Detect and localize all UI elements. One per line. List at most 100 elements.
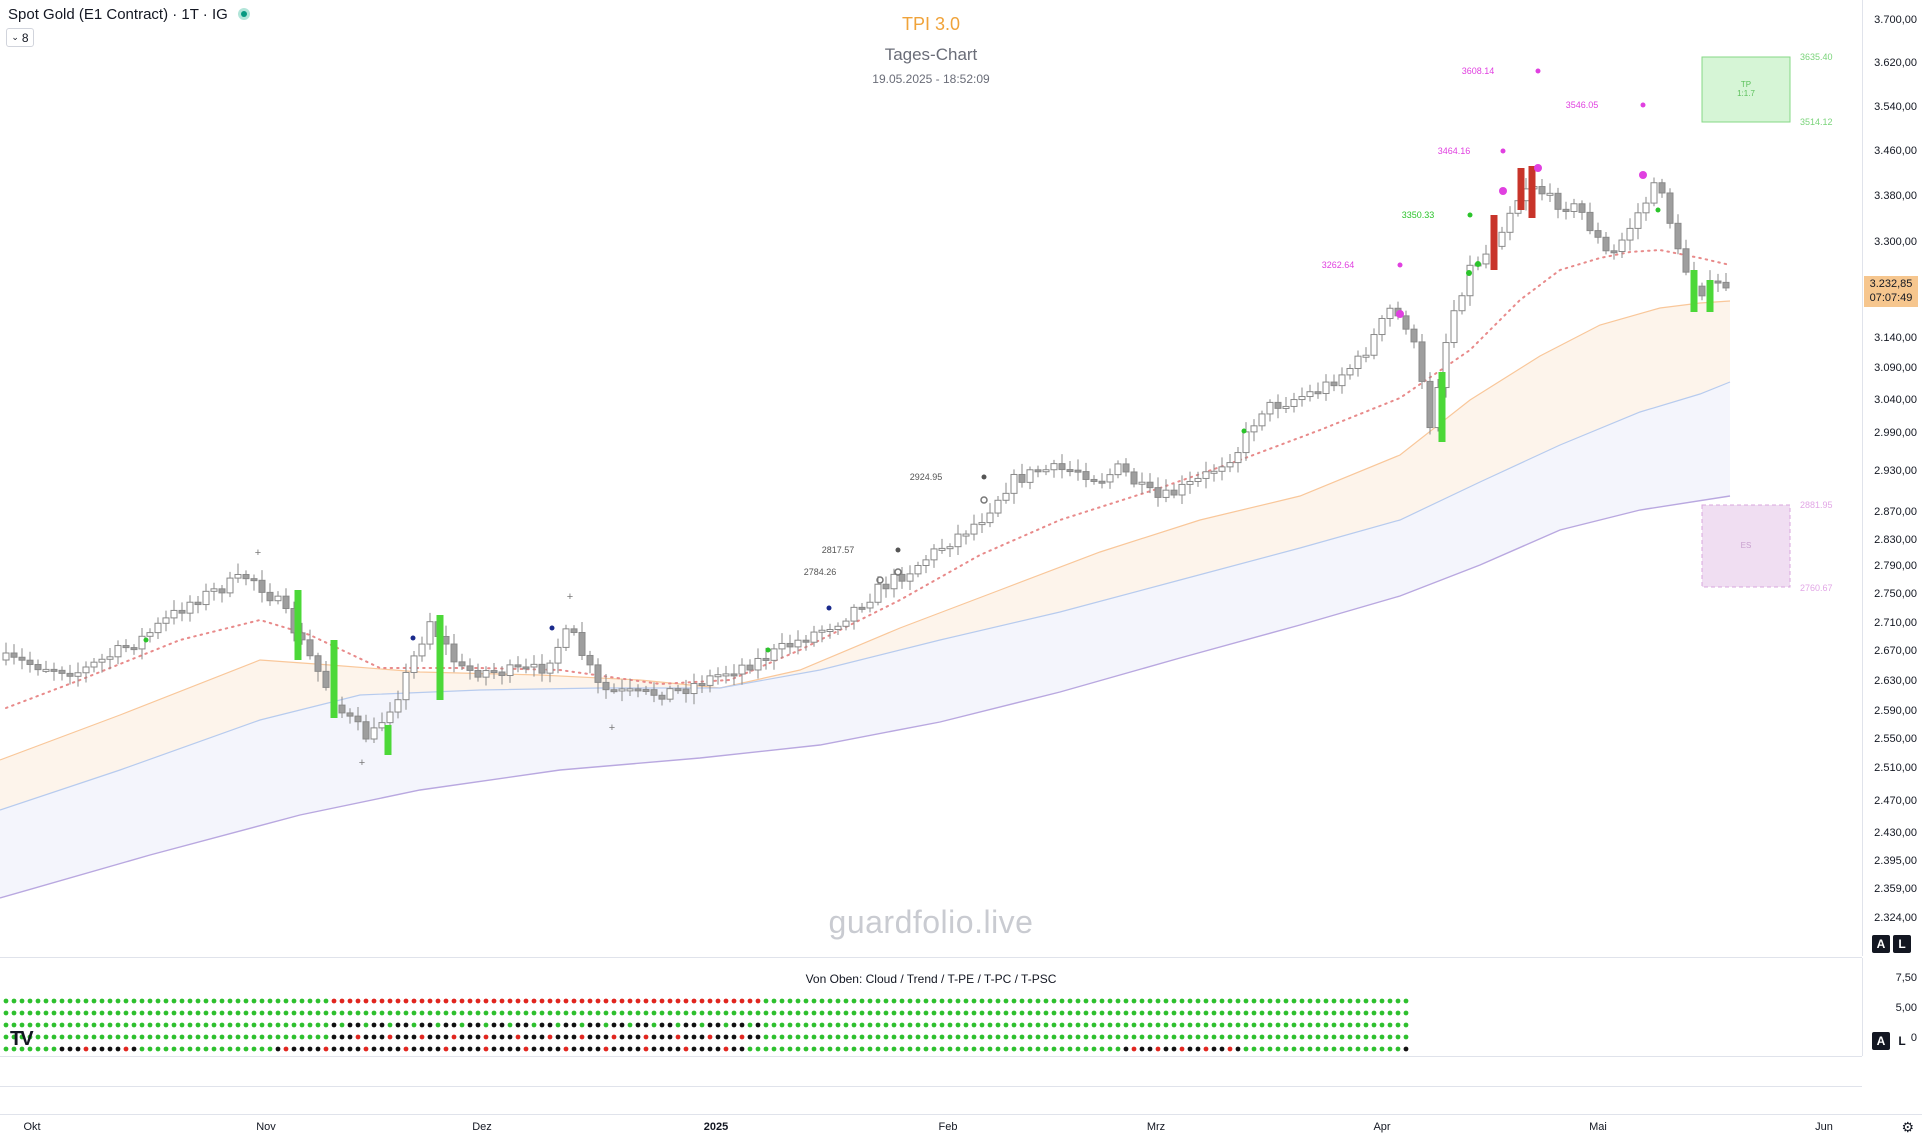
candle[interactable] [218, 588, 226, 594]
candle-signal-bull[interactable] [1706, 280, 1714, 312]
candle[interactable] [34, 663, 42, 671]
candle[interactable] [866, 601, 874, 609]
candle[interactable] [874, 583, 882, 603]
candle[interactable] [122, 645, 130, 649]
candle[interactable] [674, 688, 682, 692]
candle[interactable] [354, 715, 362, 723]
time-axis[interactable]: ⚙ Okt Nov Dez 2025 Feb Mrz Apr Mai Jun [0, 1114, 1922, 1141]
candle[interactable] [738, 664, 746, 675]
candle[interactable] [858, 606, 866, 610]
candle[interactable] [210, 588, 218, 592]
candle[interactable] [50, 668, 58, 672]
candle[interactable] [1258, 413, 1266, 427]
candle[interactable] [418, 643, 426, 657]
candle[interactable] [778, 642, 786, 650]
candle[interactable] [682, 688, 690, 695]
candle[interactable] [1570, 203, 1578, 212]
tradingview-logo[interactable]: TV [10, 1028, 34, 1051]
candle[interactable] [962, 533, 970, 537]
candle[interactable] [1090, 478, 1098, 482]
candle[interactable] [1082, 471, 1090, 480]
candle[interactable] [698, 683, 706, 687]
candle[interactable] [1074, 469, 1082, 473]
indicator-auto-scale-button[interactable]: A [1872, 1032, 1890, 1050]
candle[interactable] [346, 712, 354, 717]
candle[interactable] [1410, 328, 1418, 343]
candle[interactable] [258, 579, 266, 593]
symbol-header[interactable]: Spot Gold (E1 Contract) · 1T · IG [8, 6, 250, 23]
candle[interactable] [466, 665, 474, 671]
candle[interactable] [458, 661, 466, 667]
candle[interactable] [978, 522, 986, 526]
candle[interactable] [242, 573, 250, 580]
candle[interactable] [1066, 469, 1074, 473]
candle[interactable] [1650, 182, 1658, 204]
price-chart-canvas[interactable]: TP1:1.7 ES 3635.40 3514.12 2881.95 2760.67 360… [0, 0, 1862, 956]
candle[interactable] [130, 647, 138, 651]
candle[interactable] [1338, 374, 1346, 387]
candle[interactable] [370, 727, 378, 740]
candle[interactable] [266, 591, 274, 602]
candle[interactable] [1202, 471, 1210, 479]
candle-signal-bull[interactable] [384, 725, 392, 755]
candle[interactable] [1538, 186, 1546, 195]
market-status-icon[interactable] [237, 8, 250, 20]
candle[interactable] [1618, 239, 1626, 253]
candle[interactable] [522, 666, 530, 670]
candle[interactable] [154, 622, 162, 634]
candle[interactable] [1554, 192, 1562, 210]
main-chart-pane[interactable]: TP 1:1.7 ES 3635.40 3514.12 2881.95 2760.67 360… [0, 0, 1862, 956]
candle-signal-bull[interactable] [294, 590, 302, 660]
candle-signal-bull[interactable] [330, 640, 338, 718]
candle[interactable] [226, 577, 234, 594]
candle[interactable] [2, 652, 10, 661]
candle[interactable] [146, 632, 154, 637]
candle[interactable] [762, 657, 770, 661]
candle[interactable] [1586, 211, 1594, 232]
candle[interactable] [1666, 192, 1674, 224]
candle[interactable] [722, 673, 730, 677]
candle[interactable] [306, 639, 314, 657]
candle[interactable] [74, 672, 82, 677]
candle[interactable] [1330, 381, 1338, 387]
candle-signal-bull[interactable] [436, 615, 444, 700]
collapse-indicators-button[interactable]: ⌄ 8 [6, 28, 34, 47]
candle[interactable] [802, 639, 810, 643]
candle[interactable] [1346, 367, 1354, 376]
candle[interactable] [562, 628, 570, 648]
candle[interactable] [162, 617, 170, 624]
candle[interactable] [706, 675, 714, 686]
candle[interactable] [1714, 280, 1722, 284]
candle[interactable] [530, 663, 538, 668]
candle[interactable] [1122, 463, 1130, 473]
candle[interactable] [1610, 250, 1618, 254]
candle[interactable] [1226, 462, 1234, 468]
candle[interactable] [546, 662, 554, 674]
candle[interactable] [1362, 354, 1370, 358]
candle[interactable] [1050, 463, 1058, 471]
candle[interactable] [994, 499, 1002, 514]
candle[interactable] [1034, 469, 1042, 473]
candle[interactable] [42, 668, 50, 672]
candle[interactable] [626, 688, 634, 692]
candle[interactable] [90, 661, 98, 668]
candle[interactable] [1186, 480, 1194, 485]
candle[interactable] [586, 654, 594, 666]
candle[interactable] [954, 533, 962, 548]
candle[interactable] [1242, 431, 1250, 454]
candle[interactable] [106, 656, 114, 660]
candle[interactable] [1442, 342, 1450, 389]
candle[interactable] [186, 601, 194, 614]
candle[interactable] [642, 688, 650, 692]
candle[interactable] [794, 639, 802, 648]
candle[interactable] [1578, 203, 1586, 213]
candle[interactable] [482, 670, 490, 678]
candle[interactable] [322, 670, 330, 688]
candle[interactable] [362, 721, 370, 740]
candle[interactable] [914, 564, 922, 575]
candle[interactable] [490, 670, 498, 674]
candle[interactable] [818, 629, 826, 633]
candle[interactable] [1162, 489, 1170, 498]
candle[interactable] [1386, 307, 1394, 320]
candle[interactable] [498, 671, 506, 677]
